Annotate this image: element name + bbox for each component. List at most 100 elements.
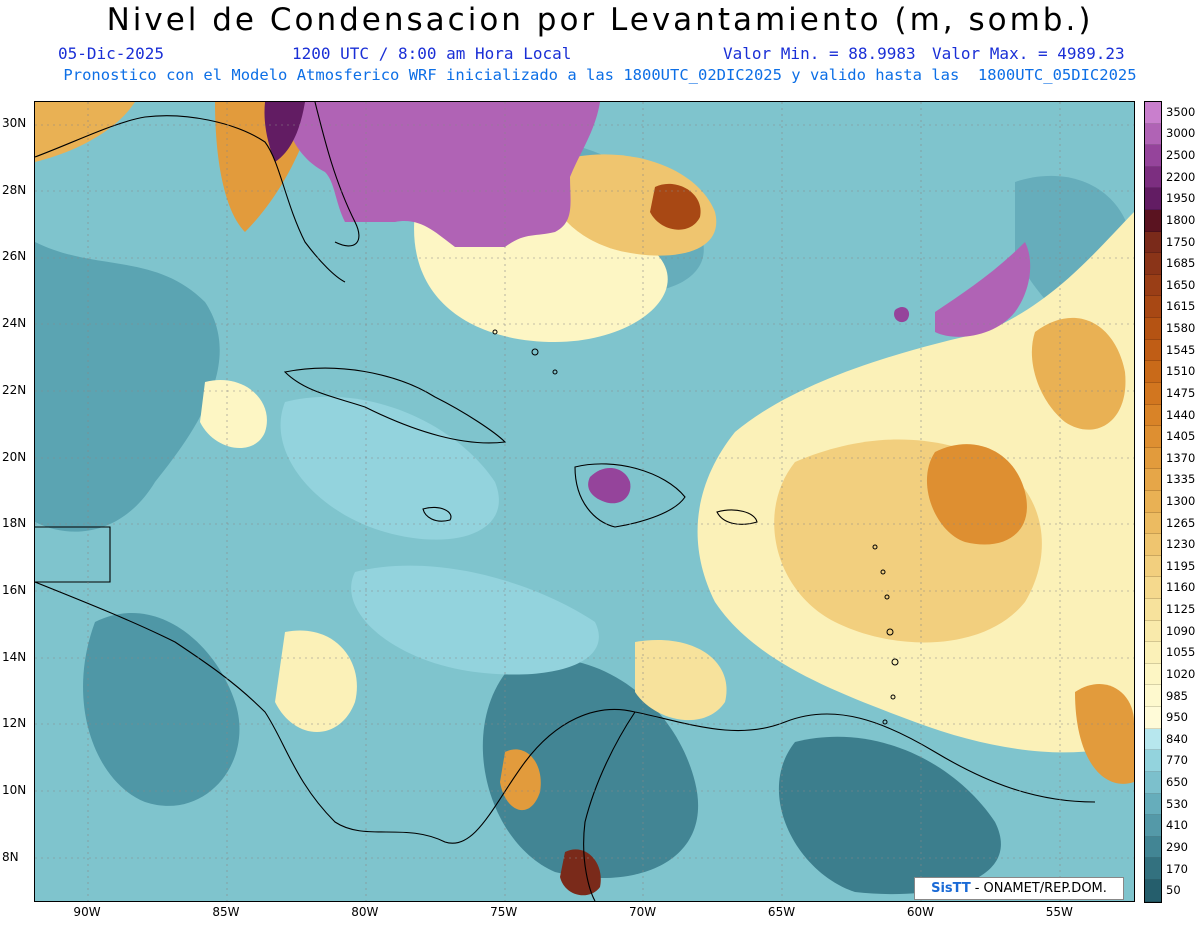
value-max: Valor Max. = 4989.23: [932, 44, 1125, 63]
field-light-central: [351, 565, 599, 675]
colorbar-level-label: 770: [1166, 753, 1188, 768]
colorbar-level-label: 50: [1166, 883, 1181, 898]
colorbar-cell: [1145, 361, 1161, 383]
field-dark-purple: [264, 102, 305, 162]
colorbar-level-label: 1545: [1166, 342, 1196, 357]
forecast-time: 1200 UTC / 8:00 am Hora Local: [292, 44, 572, 63]
colorbar-cell: [1145, 188, 1161, 211]
colorbar-cell: [1145, 382, 1161, 405]
island-9: [552, 369, 558, 375]
field-light-caribbean: [280, 396, 499, 540]
colorbar-cell: [1145, 534, 1161, 556]
colorbar-level-label: 1650: [1166, 277, 1196, 292]
island-6: [890, 694, 896, 700]
colorbar-level-label: 1300: [1166, 494, 1196, 508]
lat-label: 20N: [2, 449, 27, 464]
colorbar-cell: [1145, 469, 1161, 491]
colorbar-cell: [1145, 815, 1161, 837]
field-purple-masked: [265, 102, 600, 247]
lat-label: 26N: [2, 249, 27, 264]
island-1: [872, 544, 878, 550]
colorbar-level-label: 1195: [1166, 558, 1196, 573]
colorbar-cell: [1145, 274, 1161, 297]
cuba-coast: [283, 367, 507, 444]
colorbar-level-label: 1230: [1166, 537, 1196, 552]
colorbar-level-label: 170: [1166, 861, 1188, 876]
colorbar-cell: [1145, 102, 1161, 124]
lon-label: 55W: [1045, 905, 1073, 919]
colorbar-cell: [1145, 339, 1161, 362]
colorbar-cell: [1145, 166, 1161, 189]
colorbar-cell: [1145, 707, 1161, 729]
colorbar-cell: [1145, 296, 1161, 319]
colorbar-level-label: 530: [1166, 796, 1188, 811]
colorbar-level-label: 1335: [1166, 472, 1196, 487]
field-dark-honduras: [83, 613, 240, 806]
lon-label: 65W: [767, 905, 796, 919]
lat-label: 8N: [2, 849, 19, 864]
colorbar-cell: [1145, 404, 1161, 427]
colorbar-cell: [1145, 210, 1161, 232]
field-dark-guyana: [778, 736, 1001, 895]
island-2: [880, 569, 886, 575]
colorbar-cell: [1145, 750, 1161, 772]
colorbar-level-label: 1125: [1166, 602, 1196, 617]
graticule: [35, 102, 1134, 901]
colorbar-cell: [1145, 685, 1161, 708]
island-4: [886, 628, 894, 636]
credit-box: SisTT - ONAMET/REP.DOM.: [914, 877, 1124, 900]
colorbar-level-label: 840: [1166, 731, 1188, 746]
field-orange-se: [1075, 683, 1134, 784]
colorbar-level-label: 3000: [1166, 126, 1196, 141]
colorbar-level-label: 1685: [1166, 256, 1196, 271]
lat-label: 28N: [2, 182, 27, 197]
colorbar-level-label: 410: [1166, 818, 1188, 833]
forecast-date: 05-Dic-2025: [58, 44, 164, 63]
field-purple-hispaniola: [588, 467, 631, 504]
colorbar-cell: [1145, 145, 1161, 167]
lon-label: 60W: [906, 905, 934, 919]
colorbar-level-label: 3500: [1166, 104, 1196, 119]
colorbar-level-label: 1440: [1166, 407, 1196, 422]
colorbar-cell: [1145, 771, 1161, 794]
colorbar-cell: [1145, 620, 1161, 643]
field-purple-east: [935, 242, 1031, 337]
colorbar-cell: [1145, 728, 1161, 751]
lon-label: 90W: [73, 905, 101, 919]
colorbar-cell: [1145, 599, 1161, 621]
colorbar-level-label: 1510: [1166, 364, 1196, 379]
belize-border: [35, 526, 111, 583]
value-min: Valor Min. = 88.9983: [723, 44, 916, 63]
florida-coast: [314, 102, 360, 247]
colorbar-cell: [1145, 426, 1161, 448]
field-yellow-yucatan: [200, 380, 267, 449]
colorbar-level-label: 650: [1166, 775, 1188, 790]
forecast-note: Pronostico con el Modelo Atmosferico WRF…: [63, 66, 1137, 84]
colorbar-level-label: 1020: [1166, 666, 1196, 681]
colorbar-cell: [1145, 490, 1161, 513]
field-orange-colombia: [500, 749, 541, 811]
colorbar-level-label: 1265: [1166, 515, 1196, 530]
us-gulf-coast: [35, 115, 346, 283]
colorbar-level-label: 1370: [1166, 450, 1196, 465]
lat-label: 10N: [2, 783, 27, 797]
field-orange-atlantic: [549, 154, 717, 256]
colorbar-level-label: 1475: [1166, 385, 1196, 400]
field-yellow-nicaragua: [275, 630, 357, 732]
coastlines: [35, 102, 1096, 901]
lon-label: 80W: [351, 905, 379, 919]
colorbar-level-label: 1055: [1166, 645, 1196, 660]
field-brown-atlantic: [650, 183, 701, 230]
field-purple-spot: [894, 307, 910, 323]
colorbar-cell: [1145, 555, 1161, 578]
lat-label: 14N: [2, 649, 27, 664]
colorbar-level-label: 1160: [1166, 580, 1196, 595]
colorbar-level-label: 1090: [1166, 623, 1196, 638]
field-dark-venezuela: [482, 658, 699, 878]
central-america-coast: [35, 581, 1096, 844]
colorbar-level-label: 290: [1166, 839, 1188, 854]
island-3: [884, 594, 890, 600]
colorbar-cell: [1145, 836, 1161, 859]
map-area: [34, 101, 1135, 902]
lat-label: 18N: [2, 516, 27, 531]
